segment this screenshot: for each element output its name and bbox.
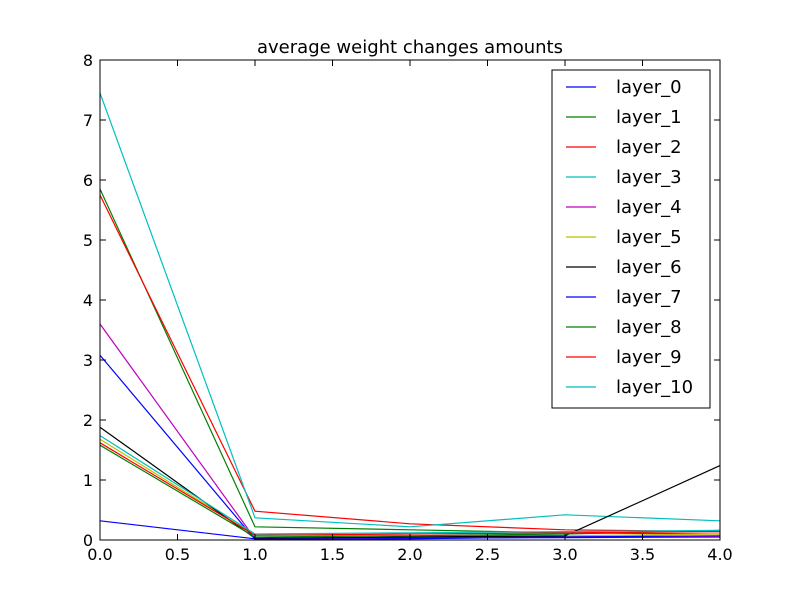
legend-label: layer_3: [616, 167, 682, 188]
x-tick-label: 2.5: [475, 545, 500, 564]
legend-label: layer_7: [616, 287, 682, 308]
legend-label: layer_6: [616, 257, 682, 278]
series-line-layer-2: [99, 194, 721, 533]
x-tick-label: 1.0: [242, 545, 267, 564]
legend-label: layer_9: [616, 347, 682, 368]
series-line-layer-9: [99, 442, 721, 536]
x-tick-label: 1.5: [320, 545, 345, 564]
y-tick-label: 7: [83, 111, 93, 130]
legend-label: layer_4: [616, 197, 682, 218]
legend-box: [551, 69, 711, 409]
y-tick-label: 4: [83, 291, 93, 310]
x-tick-label: 4.0: [707, 545, 732, 564]
series-line-layer-3: [99, 92, 721, 528]
legend-label: layer_0: [616, 77, 682, 98]
x-tick-label: 3.5: [630, 545, 655, 564]
legend-label: layer_1: [616, 107, 682, 128]
series-line-layer-6: [99, 426, 721, 539]
legend: layer_0 layer_1 layer_2 layer_3 layer_4layer…: [551, 69, 711, 409]
axis-ticks: 0.0 0.5 1.0 1.5 2.0 2.5 3.0 3.5 4.0 0 1 2 3 4 5 6 7 8: [83, 51, 733, 564]
chart-title: average weight changes amounts: [257, 37, 563, 58]
y-tick-label: 2: [83, 411, 93, 430]
legend-label: layer_10: [616, 377, 693, 398]
legend-label: layer_2: [616, 137, 682, 158]
legend-label: layer_8: [616, 317, 682, 338]
x-tick-label: 3.0: [552, 545, 577, 564]
y-tick-label: 0: [83, 531, 93, 550]
series-line-layer-10: [99, 435, 721, 535]
y-tick-label: 8: [83, 51, 93, 70]
y-tick-label: 6: [83, 171, 93, 190]
x-tick-label: 0.0: [87, 545, 112, 564]
y-tick-label: 1: [83, 471, 93, 490]
y-tick-label: 5: [83, 231, 93, 250]
x-tick-label: 2.0: [397, 545, 422, 564]
x-tick-label: 0.5: [165, 545, 190, 564]
legend-label: layer_5: [616, 227, 682, 248]
y-tick-label: 3: [83, 351, 93, 370]
